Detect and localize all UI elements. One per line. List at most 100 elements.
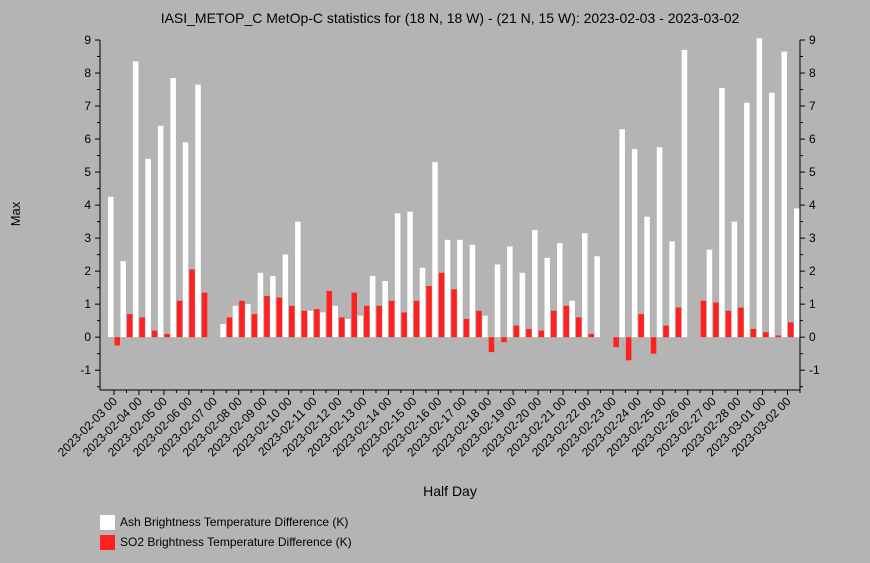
so2-bar-51 [750,328,757,338]
so2-bar-35 [551,310,557,338]
so2-bar-33 [526,328,532,338]
so2-bar-1 [127,314,133,338]
ash-bar-10 [232,305,239,338]
ash-bar-16 [307,310,314,338]
ash-bar-15 [295,221,301,338]
ash-bar-21 [369,276,376,338]
y-tick-label-right: 2 [809,264,816,278]
y-tick-label-left: 4 [84,198,91,212]
x-axis-label: Half Day [423,483,477,499]
ash-bar-12 [257,272,264,338]
so2-bar-7 [201,292,208,338]
y-tick-label-right: 5 [809,165,816,179]
ash-bar-51 [744,102,750,338]
ash-bar-17 [320,312,326,338]
ash-bar-34 [532,229,538,338]
so2-bar-10 [239,300,245,338]
ash-bar-48 [706,249,713,338]
so2-bar-11 [251,314,258,338]
so2-bar-12 [264,295,270,338]
so2-bar-37 [576,317,582,338]
so2-bar-42 [638,314,644,338]
so2-bar-41 [625,337,632,361]
so2-bar-40 [613,337,619,348]
ash-bar-22 [382,281,388,338]
so2-bar-16 [314,309,320,338]
so2-bar-44 [663,325,669,338]
ash-bar-35 [544,257,550,338]
so2-bar-18 [339,317,345,338]
y-tick-label-right: 0 [809,330,816,344]
chart-title: IASI_METOP_C MetOp-C statistics for (18 … [161,10,740,26]
ash-bar-44 [656,147,663,338]
y-tick-label-left: 8 [84,66,91,80]
ash-bar-26 [432,162,438,338]
ash-bar-50 [731,221,738,338]
ash-bar-18 [332,305,338,338]
ash-bar-33 [519,272,526,338]
so2-bar-25 [426,286,432,338]
so2-bar-28 [463,319,470,338]
so2-bar-13 [276,297,283,338]
y-tick-label-left: 3 [84,231,91,245]
so2-bar-26 [438,272,445,338]
so2-bar-14 [289,305,295,338]
ash-bar-28 [457,239,463,338]
y-tick-label-right: 1 [809,297,816,311]
ash-bar-19 [345,319,351,338]
y-tick-label-left: 5 [84,165,91,179]
so2-bar-30 [488,337,495,353]
so2-bar-19 [351,292,357,338]
so2-bar-36 [563,305,569,338]
so2-bar-29 [476,310,482,338]
y-tick-label-right: 3 [809,231,816,245]
y-tick-label-right: 4 [809,198,816,212]
ash-bar-7 [195,84,201,338]
ash-bar-23 [394,213,401,338]
so2-bar-5 [176,300,183,338]
so2-bar-50 [738,307,744,338]
so2-bar-3 [151,330,158,338]
ash-bar-0 [108,196,114,338]
ash-bar-4 [157,125,164,338]
so2-bar-38 [588,333,594,338]
y-tick-label-right: 7 [809,99,816,113]
legend-swatch-ash [100,514,115,530]
ash-bar-37 [569,300,575,338]
so2-bar-22 [388,300,395,338]
legend-swatch-so2 [100,534,115,550]
bars-group [108,38,800,361]
ash-bar-42 [631,149,638,338]
so2-bar-4 [164,333,170,338]
y-tick-label-left: 2 [84,264,91,278]
legend: Ash Brightness Temperature Difference (K… [100,512,352,552]
so2-bar-45 [675,307,682,338]
ash-bar-29 [469,244,476,338]
so2-bar-23 [401,312,407,338]
legend-label-so2: SO2 Brightness Temperature Difference (K… [120,535,352,549]
so2-bar-53 [775,335,782,338]
so2-bar-31 [501,337,507,343]
so2-bar-49 [725,310,732,338]
ash-bar-49 [719,87,725,338]
so2-bar-21 [376,305,382,338]
ash-bar-43 [644,216,650,338]
so2-bar-34 [538,330,545,338]
ash-bar-24 [407,211,413,338]
so2-bar-20 [364,305,370,338]
ash-bar-54 [781,51,787,338]
ash-bar-25 [419,267,426,338]
so2-bar-15 [301,310,308,338]
y-tick-label-left: 0 [84,330,91,344]
y-tick-label-right: 6 [809,132,816,146]
ash-bar-2 [132,61,139,338]
y-axis-label: Max [8,201,23,226]
y-tick-label-left: 9 [84,33,91,47]
ash-bar-27 [444,239,451,338]
ash-bar-31 [494,264,501,338]
ash-bar-20 [357,315,363,338]
ash-bar-45 [669,241,675,338]
ash-bar-41 [619,129,625,338]
